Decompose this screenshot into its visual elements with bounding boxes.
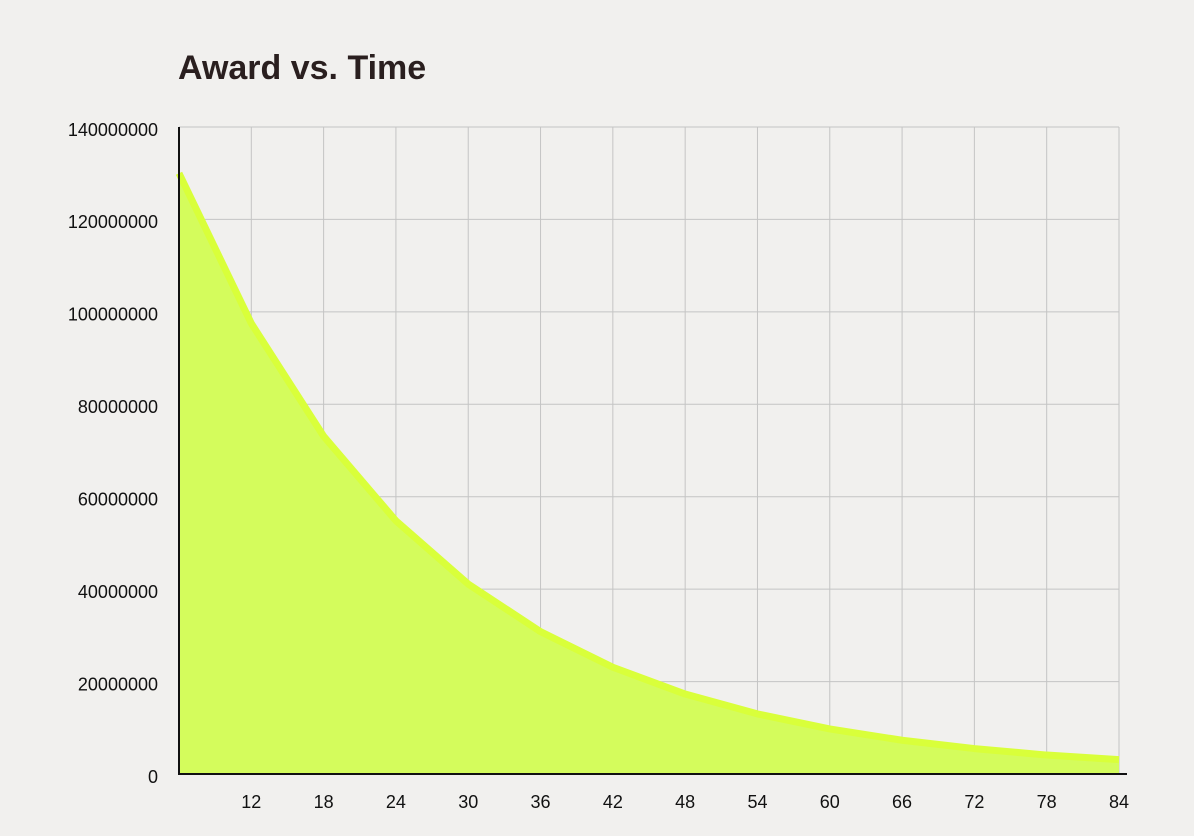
area: [179, 173, 1119, 774]
line: [175, 171, 1120, 764]
x-tick-label: 42: [603, 792, 623, 812]
x-tick-label: 18: [314, 792, 334, 812]
x-tick-label: 78: [1037, 792, 1057, 812]
y-tick-label: 40000000: [78, 582, 158, 602]
y-tick-label: 120000000: [68, 212, 158, 232]
y-tick-label: 100000000: [68, 305, 158, 325]
x-tick-label: 36: [531, 792, 551, 812]
x-tick-label: 84: [1109, 792, 1129, 812]
x-tick-label: 54: [747, 792, 767, 812]
x-tick-label: 72: [964, 792, 984, 812]
x-tick-label: 24: [386, 792, 406, 812]
chart-title: Award vs. Time: [178, 49, 426, 87]
y-tick-label: 80000000: [78, 397, 158, 417]
x-tick-label: 30: [458, 792, 478, 812]
y-tick-label: 140000000: [68, 120, 158, 140]
y-tick-label: 0: [148, 767, 158, 787]
x-tick-label: 48: [675, 792, 695, 812]
y-tick-label: 20000000: [78, 674, 158, 694]
x-tick-label: 66: [892, 792, 912, 812]
x-tick-label: 12: [241, 792, 261, 812]
x-tick-label: 60: [820, 792, 840, 812]
y-tick-label: 60000000: [78, 489, 158, 509]
